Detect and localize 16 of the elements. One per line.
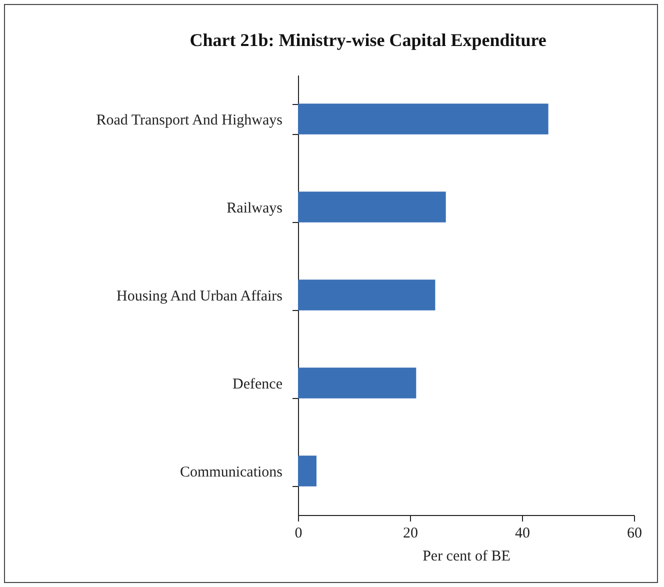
bar [298,192,446,222]
chart-title: Chart 21b: Ministry-wise Capital Expenditure [190,30,546,50]
y-tick-label: Railways [226,200,283,216]
x-tick-label: 20 [403,526,418,542]
y-tick-label: Road Transport And Highways [96,112,283,128]
y-tick-label: Defence [232,376,283,392]
y-tick-label: Communications [180,464,283,480]
bar [298,456,316,486]
x-tick-label: 60 [627,526,642,542]
x-axis-title: Per cent of BE [422,548,510,564]
x-tick-label: 0 [294,526,302,542]
bar [298,280,436,310]
bar [298,104,548,134]
x-tick-label: 40 [515,526,530,542]
y-tick-label: Housing And Urban Affairs [116,288,283,304]
bar [298,368,416,398]
